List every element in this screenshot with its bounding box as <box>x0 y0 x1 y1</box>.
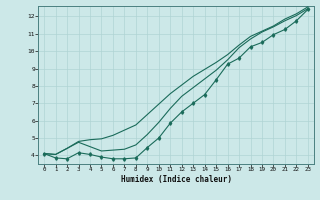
X-axis label: Humidex (Indice chaleur): Humidex (Indice chaleur) <box>121 175 231 184</box>
